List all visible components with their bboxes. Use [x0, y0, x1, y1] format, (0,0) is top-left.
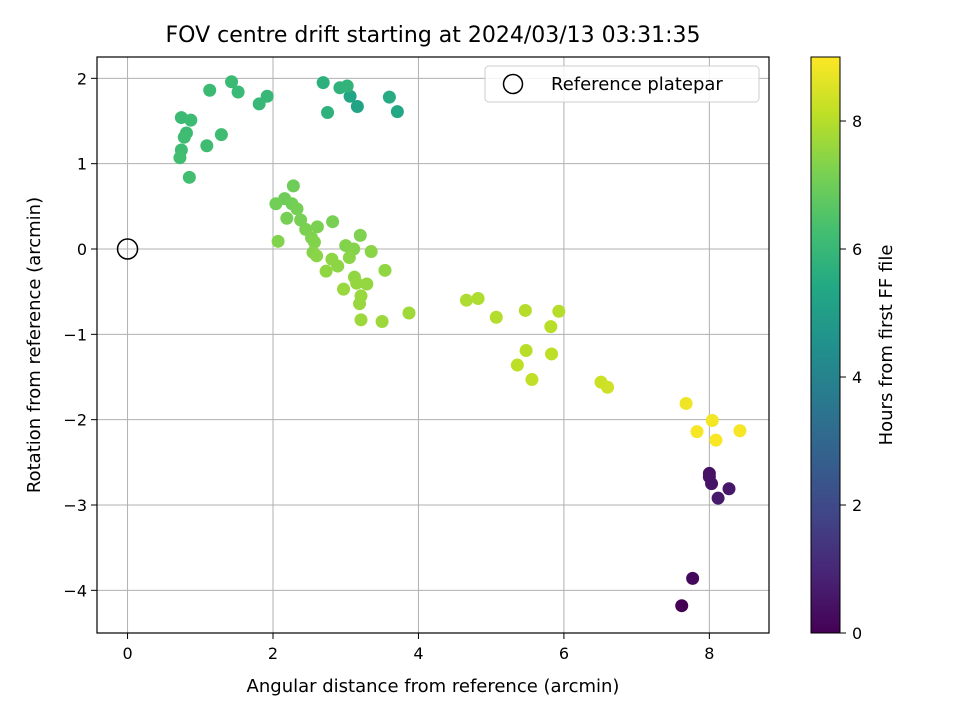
legend-label-reference: Reference platepar	[551, 74, 723, 95]
data-point	[544, 320, 558, 334]
grid-lines	[97, 57, 769, 633]
data-point	[705, 477, 719, 491]
data-point	[471, 291, 485, 305]
data-point	[231, 85, 245, 99]
data-point	[173, 151, 187, 165]
colorbar-ticks: 0 2 4 6 8	[840, 112, 862, 643]
y-tick-label: 2	[77, 69, 87, 88]
data-point	[337, 282, 351, 296]
data-point	[353, 228, 367, 242]
plot-frame	[96, 56, 770, 634]
data-point	[459, 293, 473, 307]
x-tick-label: 8	[704, 644, 714, 663]
data-point	[177, 130, 191, 144]
data-point	[353, 297, 367, 311]
data-point	[364, 245, 378, 259]
data-point	[350, 276, 364, 290]
data-point	[307, 235, 321, 249]
data-point	[316, 76, 330, 90]
data-point	[271, 234, 285, 248]
data-point	[519, 344, 533, 358]
x-axis-ticks: 0 2 4 6 8	[122, 633, 714, 663]
data-point	[382, 90, 396, 104]
data-point	[342, 251, 356, 265]
data-point	[286, 179, 300, 193]
data-point	[350, 99, 364, 113]
colorbar-label: Hours from first FF file	[876, 245, 897, 446]
colorbar-tick-label: 6	[852, 240, 862, 259]
data-point	[489, 310, 503, 324]
data-point	[214, 128, 228, 142]
colorbar-gradient	[810, 56, 841, 634]
data-point	[319, 264, 333, 278]
legend: Reference platepar	[484, 65, 760, 103]
y-tick-label: 0	[77, 240, 87, 259]
y-axis-ticks: −4 −3 −2 −1 0 1 2	[63, 69, 97, 600]
y-tick-label: −4	[63, 581, 87, 600]
data-point	[310, 249, 324, 263]
data-point	[354, 313, 368, 327]
y-tick-label: 1	[77, 155, 87, 174]
data-point	[690, 425, 704, 439]
colorbar-tick-label: 0	[852, 624, 862, 643]
y-tick-label: −2	[63, 411, 87, 430]
data-point	[733, 424, 747, 438]
data-point	[182, 170, 196, 184]
data-point	[269, 197, 283, 211]
reference-layer	[116, 238, 139, 260]
data-point	[378, 263, 392, 277]
data-point	[331, 259, 345, 273]
data-point	[252, 97, 266, 111]
data-point	[340, 79, 354, 93]
data-point	[326, 215, 340, 229]
data-points	[173, 75, 747, 613]
reference-platepar-marker	[116, 238, 139, 260]
data-point	[390, 105, 404, 119]
y-tick-label: −1	[63, 325, 87, 344]
data-point	[310, 220, 324, 234]
data-point	[601, 380, 615, 394]
data-point	[280, 211, 294, 225]
data-point	[200, 139, 214, 153]
y-tick-label: −3	[63, 496, 87, 515]
data-point	[675, 599, 689, 613]
data-point	[679, 396, 693, 410]
legend-marker-reference	[502, 73, 524, 95]
colorbar-tick-label: 4	[852, 368, 862, 387]
data-point	[709, 433, 723, 447]
x-tick-label: 6	[559, 644, 569, 663]
y-axis-label: Rotation from reference (arcmin)	[24, 197, 45, 493]
data-point	[722, 482, 736, 496]
x-tick-label: 2	[268, 644, 278, 663]
data-point	[343, 89, 357, 103]
colorbar-tick-label: 8	[852, 112, 862, 131]
data-point	[525, 373, 539, 387]
data-point	[375, 315, 389, 329]
data-point	[510, 358, 524, 372]
data-point	[290, 202, 304, 216]
data-point	[705, 414, 719, 428]
colorbar: 0 2 4 6 8 Hours from first FF file	[810, 56, 897, 643]
x-tick-label: 0	[122, 644, 132, 663]
x-axis-label: Angular distance from reference (arcmin)	[247, 676, 620, 697]
data-point	[711, 491, 725, 505]
data-point	[402, 306, 416, 320]
data-point	[225, 75, 239, 89]
data-point	[518, 303, 532, 317]
chart-title: FOV centre drift starting at 2024/03/13 …	[166, 23, 701, 48]
data-point	[360, 277, 374, 291]
legend-box	[484, 65, 760, 103]
data-point	[184, 113, 198, 127]
data-point	[203, 83, 217, 97]
data-point	[321, 105, 335, 119]
colorbar-tick-label: 2	[852, 496, 862, 515]
data-point	[552, 304, 566, 318]
data-point	[686, 571, 700, 585]
data-point	[545, 347, 559, 361]
x-tick-label: 4	[413, 644, 423, 663]
